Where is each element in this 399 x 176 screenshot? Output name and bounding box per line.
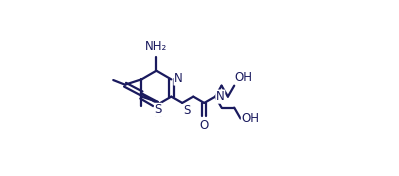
Text: NH₂: NH₂ — [145, 40, 168, 53]
Text: O: O — [200, 120, 209, 132]
Text: S: S — [183, 104, 191, 117]
Text: S: S — [154, 103, 162, 116]
Text: N: N — [174, 72, 183, 85]
Text: N: N — [216, 90, 225, 103]
Text: OH: OH — [241, 112, 259, 125]
Text: OH: OH — [235, 71, 253, 84]
Text: N: N — [154, 107, 162, 120]
